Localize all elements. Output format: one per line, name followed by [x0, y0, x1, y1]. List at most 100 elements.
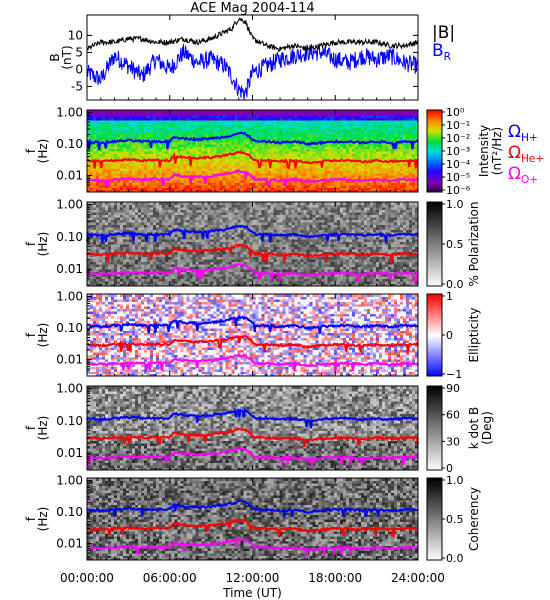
spectrogram-cell [267, 143, 272, 147]
spectrogram-cell [267, 172, 272, 176]
spectrogram-cell [201, 122, 205, 126]
spectrogram-cell [291, 167, 296, 171]
spectrogram-cell [96, 153, 100, 157]
spectrogram-cell [171, 158, 175, 162]
spectrogram-cell [153, 184, 157, 188]
spectrogram-cell [288, 131, 293, 135]
spectrogram-cell [318, 129, 323, 133]
spectrogram-cell [195, 126, 199, 130]
spectrogram-cell [153, 172, 157, 176]
spectrogram-cell [120, 114, 124, 118]
spectrogram-cell [159, 148, 163, 152]
spectrogram-cell [144, 119, 148, 123]
spectrogram-cell [291, 163, 296, 167]
spectrogram-cell [180, 131, 184, 135]
spectrogram-cell [192, 134, 196, 138]
spectrogram-cell [228, 131, 233, 135]
spectrogram-cell [222, 119, 227, 123]
spectrogram-cell [342, 182, 347, 186]
spectrogram-cell [327, 119, 332, 123]
spectrogram-cell [117, 129, 121, 133]
spectrogram-cell [282, 167, 287, 171]
spectrogram-cell [252, 182, 257, 186]
spectrogram-cell [159, 182, 163, 186]
spectrogram-cell [144, 172, 148, 176]
spectrogram-cell [333, 122, 338, 126]
spectrogram-cell [174, 112, 178, 116]
spectrogram-cell [324, 131, 329, 135]
spectrogram-cell [309, 184, 314, 188]
spectrogram-cell [246, 117, 251, 121]
spectrogram-cell [174, 143, 178, 147]
spectrogram-cell [342, 146, 347, 150]
spectrogram-cell [309, 119, 314, 123]
spectrogram-cell [318, 110, 323, 114]
spectrogram-cell [126, 124, 130, 128]
spectrogram-cell [243, 146, 248, 150]
spectrogram-cell [225, 129, 230, 133]
spectrogram-cell [132, 110, 136, 114]
spectrogram-cell [291, 112, 296, 116]
spectrogram-cell [237, 160, 242, 164]
spectrogram-cell [177, 158, 181, 162]
spectrogram-cell [129, 153, 133, 157]
spectrogram-cell [297, 131, 302, 135]
spectrogram-cell [300, 163, 305, 167]
spectrogram-cell [90, 117, 94, 121]
spectrogram-cell [285, 129, 290, 133]
spectrogram-cell [201, 129, 205, 133]
spectrogram-cell [123, 136, 127, 140]
spectrogram-cell [102, 117, 106, 121]
spectrogram-cell [147, 126, 151, 130]
spectrogram-cell [198, 143, 202, 147]
spectrogram-cell [123, 167, 127, 171]
spectrogram-cell [258, 129, 263, 133]
spectrogram-cell [228, 112, 233, 116]
spectrogram-cell [177, 124, 181, 128]
spectrogram-cell [207, 143, 211, 147]
spectrogram-cell [210, 122, 214, 126]
spectrogram-cell [111, 117, 115, 121]
spectrogram-cell [300, 184, 305, 188]
spectrogram-cell [291, 129, 296, 133]
spectrogram-cell [90, 112, 94, 116]
spectrogram-cell [315, 119, 320, 123]
spectrogram-cell [252, 124, 257, 128]
spectrogram-cell [108, 182, 112, 186]
spectrogram-cell [291, 179, 296, 183]
spectrogram-cell [117, 112, 121, 116]
spectrogram-cell [294, 112, 299, 116]
spectrogram-cell [342, 148, 347, 152]
spectrogram-cell [195, 124, 199, 128]
spectrogram-cell [111, 163, 115, 167]
spectrogram-cell [138, 167, 142, 171]
spectrogram-cell [336, 112, 341, 116]
spectrogram-cell [309, 138, 314, 142]
spectrogram-cell [330, 182, 335, 186]
spectrogram-cell [162, 155, 166, 159]
spectrogram-cell [213, 124, 217, 128]
spectrogram-cell [195, 165, 199, 169]
spectrogram-cell [261, 134, 266, 138]
spectrogram-cell [294, 184, 299, 188]
spectrogram-cell [216, 146, 220, 150]
spectrogram-cell [120, 131, 124, 135]
spectrogram-cell [237, 148, 242, 152]
spectrogram-cell [93, 151, 97, 155]
spectrogram-cell [177, 138, 181, 142]
spectrogram-cell [222, 151, 227, 155]
spectrogram-cell [309, 129, 314, 133]
spectrogram-cell [273, 136, 278, 140]
spectrogram-cell [228, 148, 233, 152]
spectrogram-cell [321, 129, 326, 133]
spectrogram-cell [249, 148, 254, 152]
spectrogram-cell [108, 184, 112, 188]
spectrogram-cell [150, 155, 154, 159]
spectrogram-cell [96, 124, 100, 128]
spectrogram-cell [192, 172, 196, 176]
spectrogram-cell [246, 165, 251, 169]
spectrogram-cell [315, 170, 320, 174]
spectrogram-cell [138, 189, 142, 193]
spectrogram-cell [87, 167, 91, 171]
spectrogram-cell [207, 126, 211, 130]
